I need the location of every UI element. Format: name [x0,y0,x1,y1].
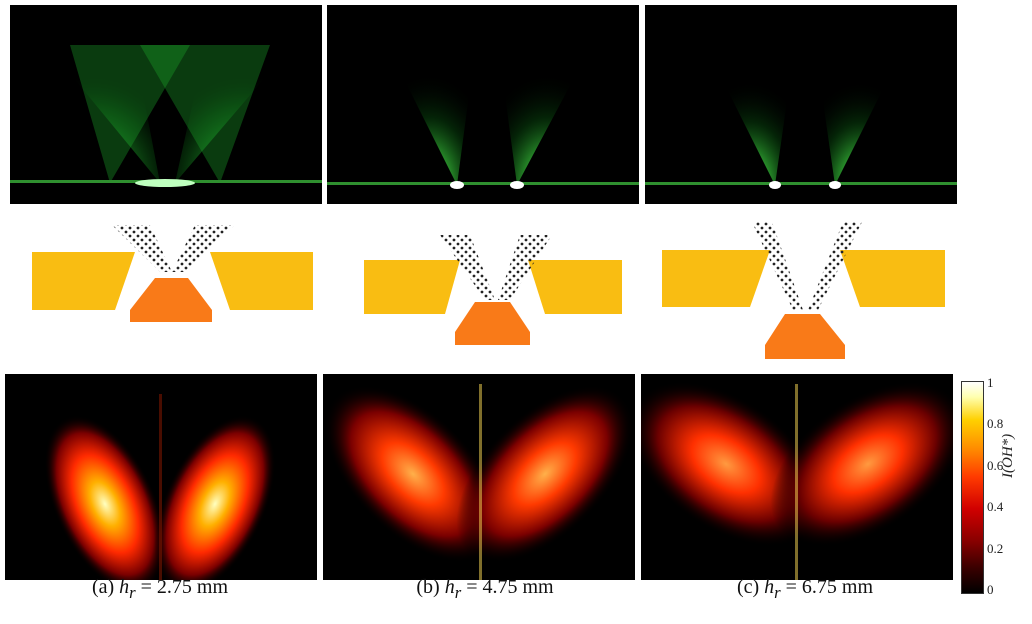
spray-photo-a [10,5,322,204]
spray-photo-c [645,5,957,204]
caption-a: (a) hr = 2.75 mm [91,576,229,602]
caption-a-unit: mm [196,576,229,598]
spray-photo-c-svg [645,45,957,189]
colorbar-label: I(OH*) [1000,433,1016,478]
colorbar-tick: 0.6 [987,458,1004,473]
schematic-a [32,225,313,322]
oh-heatmap-a [5,374,317,580]
caption-a-prefix: (a) [91,576,115,598]
schematic-c [662,222,945,359]
spray-photo-b-svg [327,35,639,189]
oh-heatmap-c-svg [641,381,953,580]
oh-heatmap-b [323,374,635,580]
caption-b: (b) hr = 4.75 mm [416,576,554,602]
caption-b-value: 4.75 [482,576,518,598]
spray-photo-b [327,5,639,204]
caption-c-value: 6.75 [801,576,837,598]
colorbar-tick: 0.8 [987,416,1004,431]
caption-b-unit: mm [522,576,554,598]
colorbar [961,381,984,594]
caption-b-prefix: (b) [416,576,440,598]
colorbar-tick: 0.2 [987,541,1004,556]
spray-photo-a-svg [10,25,322,187]
caption-c: (c) hr = 6.75 mm [736,576,874,602]
colorbar-tick: 0 [987,582,994,597]
caption-c-prefix: (c) [736,576,760,598]
oh-heatmap-a-svg [44,394,276,580]
caption-c-unit: mm [841,576,874,598]
schematic-b [364,235,622,345]
oh-heatmap-c [641,374,953,580]
colorbar-tick: 1 [987,375,994,390]
colorbar-tick: 0.4 [987,499,1004,514]
caption-a-value: 2.75 [156,576,192,598]
oh-heatmap-b-svg [324,384,634,580]
nozzle-schematics [32,222,945,359]
